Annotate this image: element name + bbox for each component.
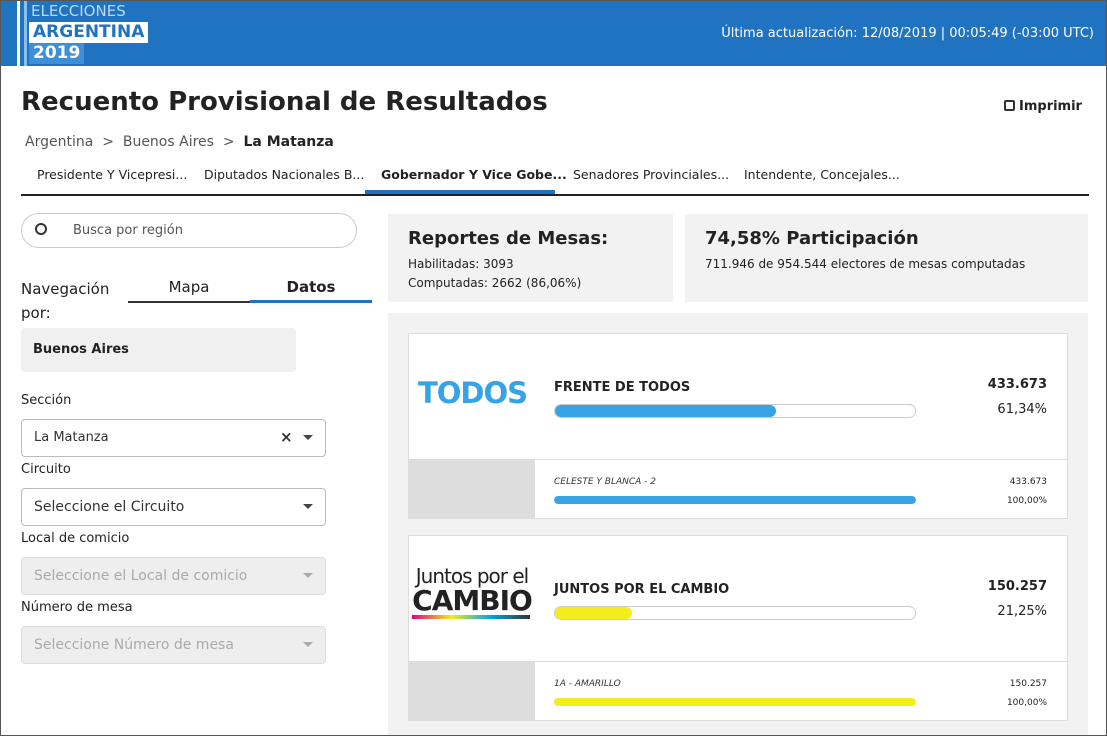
crumb-current: La Matanza bbox=[243, 134, 334, 150]
party-logo: Juntos por el bbox=[415, 564, 529, 588]
filter-label: Sección bbox=[21, 393, 72, 408]
print-label: Imprimir bbox=[1019, 99, 1082, 114]
select-value: Seleccione el Circuito bbox=[34, 499, 185, 515]
logo-placeholder bbox=[409, 662, 535, 721]
party-bar bbox=[555, 405, 776, 417]
select-caret bbox=[303, 642, 313, 652]
reports-line: Computadas: 2662 (86,06%) bbox=[408, 276, 582, 290]
logo-text: ELECCIONES bbox=[31, 2, 126, 20]
search-box[interactable]: Busca por región bbox=[21, 213, 357, 248]
print-button[interactable]: Imprimir bbox=[1004, 99, 1082, 114]
select-caret bbox=[303, 435, 313, 445]
list-votes: 150.257 bbox=[1009, 679, 1047, 689]
crumb[interactable]: Buenos Aires bbox=[122, 134, 214, 150]
party-card: Juntos por el CAMBIO JUNTOS POR EL CAMBIO 1… bbox=[408, 535, 1068, 721]
filter-label: Local de comicio bbox=[21, 531, 130, 546]
tabs-rule bbox=[21, 194, 1089, 196]
party-bar bbox=[555, 607, 632, 619]
select-caret bbox=[303, 573, 313, 583]
select: Seleccione el Local de comicio bbox=[21, 557, 326, 595]
party-votes: 433.673 bbox=[987, 377, 1047, 392]
select: Seleccione Número de mesa bbox=[21, 626, 326, 664]
tab[interactable]: Gobernador Y Vice Gobe... bbox=[381, 167, 567, 182]
nav-tab[interactable]: Mapa bbox=[168, 278, 210, 296]
page-title: Recuento Provisional de Resultados bbox=[21, 87, 548, 117]
list-percent: 100,00% bbox=[1006, 496, 1047, 506]
tab[interactable]: Senadores Provinciales... bbox=[573, 167, 730, 182]
card-divider bbox=[409, 459, 1067, 460]
select-value: La Matanza bbox=[34, 430, 109, 445]
reports-line: Habilitadas: 3093 bbox=[408, 257, 514, 271]
party-name: FRENTE DE TODOS bbox=[554, 380, 691, 395]
list-votes: 433.673 bbox=[1009, 477, 1047, 487]
logo-text: ARGENTINA bbox=[29, 22, 149, 43]
list-bar bbox=[554, 698, 916, 706]
party-votes: 150.257 bbox=[987, 579, 1047, 594]
party-percent: 21,25% bbox=[997, 604, 1047, 619]
logo-stripe bbox=[17, 1, 20, 66]
participation-title: 74,58% Participación bbox=[705, 228, 919, 249]
select[interactable]: Seleccione el Circuito bbox=[21, 488, 326, 526]
party-name: JUNTOS POR EL CAMBIO bbox=[554, 582, 730, 597]
list-bar bbox=[554, 496, 916, 504]
logo-stripe bbox=[412, 615, 530, 619]
party-bar-track bbox=[554, 606, 916, 620]
list-bar-track bbox=[554, 496, 916, 504]
crumb-separator: > bbox=[102, 134, 114, 150]
crumb-separator: > bbox=[222, 134, 235, 150]
logo-stripe bbox=[24, 1, 27, 66]
tab-underline bbox=[365, 190, 555, 194]
search-placeholder: Busca por región bbox=[73, 223, 183, 238]
region-box: Buenos Aires bbox=[21, 328, 296, 372]
nav-tab-underline bbox=[128, 301, 250, 303]
select-value: Seleccione Número de mesa bbox=[34, 637, 234, 653]
tab[interactable]: Intendente, Concejales... bbox=[744, 167, 900, 182]
select[interactable]: La Matanza × bbox=[21, 419, 326, 457]
party-percent: 61,34% bbox=[997, 402, 1047, 417]
reports-title: Reportes de Mesas: bbox=[408, 228, 609, 249]
search-icon bbox=[35, 223, 47, 235]
party-logo: CAMBIO bbox=[412, 584, 533, 617]
party-bar-track bbox=[554, 404, 916, 418]
filter-label: Número de mesa bbox=[21, 600, 133, 615]
list-percent: 100,00% bbox=[1006, 698, 1047, 708]
filter-label: Circuito bbox=[21, 462, 71, 477]
participation-line: 711.946 de 954.544 electores de mesas co… bbox=[705, 257, 1026, 271]
tab[interactable]: Diputados Nacionales B... bbox=[204, 167, 365, 182]
select-clear[interactable]: × bbox=[280, 428, 293, 446]
nav-tab[interactable]: Datos bbox=[286, 278, 336, 296]
party-logo: TODOS bbox=[418, 376, 528, 410]
card-divider bbox=[409, 661, 1067, 662]
select-caret bbox=[303, 504, 313, 514]
party-card: TODOS FRENTE DE TODOS 433.673 61,34% CELESTE… bbox=[408, 333, 1068, 519]
tab[interactable]: Presidente Y Vicepresi... bbox=[37, 167, 188, 182]
nav-label: Navegación por: bbox=[21, 280, 110, 322]
select-value: Seleccione el Local de comicio bbox=[34, 568, 248, 584]
logo-text: 2019 bbox=[29, 43, 85, 64]
print-icon bbox=[1004, 100, 1015, 111]
last-update: Última actualización: 12/08/2019 | 00:05… bbox=[721, 26, 1094, 41]
list-bar-track bbox=[554, 698, 916, 706]
breadcrumb: Argentina > Buenos Aires > La Matanza bbox=[25, 134, 334, 150]
participation-card: 74,58% Participación 711.946 de 954.544 … bbox=[685, 214, 1088, 302]
list-name: 1A - AMARILLO bbox=[554, 679, 621, 689]
header: ELECCIONES ARGENTINA 2019 Última actuali… bbox=[1, 1, 1106, 66]
nav-tab-underline bbox=[250, 300, 372, 303]
logo-placeholder bbox=[409, 460, 535, 519]
crumb[interactable]: Argentina bbox=[25, 134, 94, 150]
reports-card: Reportes de Mesas: Habilitadas: 3093 Com… bbox=[388, 214, 673, 302]
list-name: CELESTE Y BLANCA - 2 bbox=[554, 477, 657, 487]
